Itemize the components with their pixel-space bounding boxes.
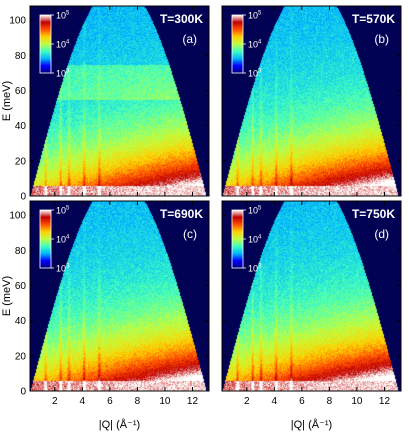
plot-frame <box>29 200 210 392</box>
x-axis-label: |Q| (Å⁻¹) <box>291 418 332 431</box>
x-tick-label: 10 <box>159 396 171 407</box>
x-axis-label: |Q| (Å⁻¹) <box>99 418 140 431</box>
x-tick-label: 2 <box>244 396 250 407</box>
colorbar-tick-label: 103 <box>248 264 262 274</box>
y-tick-label: 20 <box>15 351 27 362</box>
colorbar-tick-label: 104 <box>56 40 70 50</box>
colorbar-tick-label: 104 <box>248 235 262 245</box>
colorbar-tick-label: 103 <box>56 264 70 274</box>
panel-label: (a) <box>182 32 197 46</box>
panel-d: 2 4 6 8 10 12 105 104 103 T=750K (d) <box>221 200 402 407</box>
y-axis-label: E (meV) <box>1 81 13 121</box>
panel-b: 105 104 103 T=570K (b) <box>221 5 402 197</box>
colorbar-tick-label: 104 <box>248 40 262 50</box>
y-axis-label: E (meV) <box>1 276 13 316</box>
x-tick-label: 6 <box>299 396 305 407</box>
y-tick-label: 60 <box>15 86 27 97</box>
x-tick-label: 6 <box>107 396 113 407</box>
x-tick-label: 8 <box>327 396 333 407</box>
panel-c: 2 4 6 8 10 12 0 20 40 60 80 100 105 104 103 T=690K (c) <box>9 200 210 407</box>
temperature-label: T=300K <box>160 12 203 26</box>
panel-a: 0 20 40 60 80 100 105 104 103 T=300K (a) <box>9 5 210 203</box>
x-tick-label: 12 <box>379 396 391 407</box>
x-tick-label: 2 <box>52 396 58 407</box>
colorbar-tick-label: 103 <box>248 69 262 79</box>
colorbar <box>39 14 52 74</box>
x-tick-label: 8 <box>135 396 141 407</box>
y-tick-label: 100 <box>9 211 26 222</box>
plot-frame <box>29 5 210 197</box>
plot-frame <box>221 5 402 197</box>
panel-label: (b) <box>374 32 389 46</box>
temperature-label: T=750K <box>352 207 395 221</box>
colorbar-tick-label: 105 <box>248 206 262 216</box>
colorbar <box>231 209 244 269</box>
y-tick-label: 0 <box>20 387 26 398</box>
x-tick-label: 4 <box>80 396 86 407</box>
y-tick-label: 80 <box>15 246 27 257</box>
plot-frame <box>221 200 402 392</box>
x-tick-label: 12 <box>187 396 199 407</box>
colorbar-tick-label: 105 <box>56 11 70 21</box>
x-tick-label: 10 <box>351 396 363 407</box>
colorbar <box>39 209 52 269</box>
heatmap-image <box>30 6 209 196</box>
heatmap-image <box>222 6 401 196</box>
y-tick-label: 40 <box>15 121 27 132</box>
colorbar-tick-label: 104 <box>56 235 70 245</box>
colorbar-tick-label: 105 <box>248 11 262 21</box>
y-tick-label: 20 <box>15 156 27 167</box>
colorbar-tick-label: 103 <box>56 69 70 79</box>
y-tick-label: 80 <box>15 51 27 62</box>
panel-label: (d) <box>374 227 389 241</box>
temperature-label: T=690K <box>160 207 203 221</box>
colorbar-tick-label: 105 <box>56 206 70 216</box>
heatmap-image <box>30 201 209 391</box>
colorbar <box>231 14 244 74</box>
y-tick-label: 0 <box>20 192 26 203</box>
y-tick-label: 40 <box>15 316 27 327</box>
y-tick-label: 60 <box>15 281 27 292</box>
heatmap-image <box>222 201 401 391</box>
y-tick-label: 100 <box>9 16 26 27</box>
panel-label: (c) <box>183 227 197 241</box>
temperature-label: T=570K <box>352 12 395 26</box>
x-tick-label: 4 <box>272 396 278 407</box>
